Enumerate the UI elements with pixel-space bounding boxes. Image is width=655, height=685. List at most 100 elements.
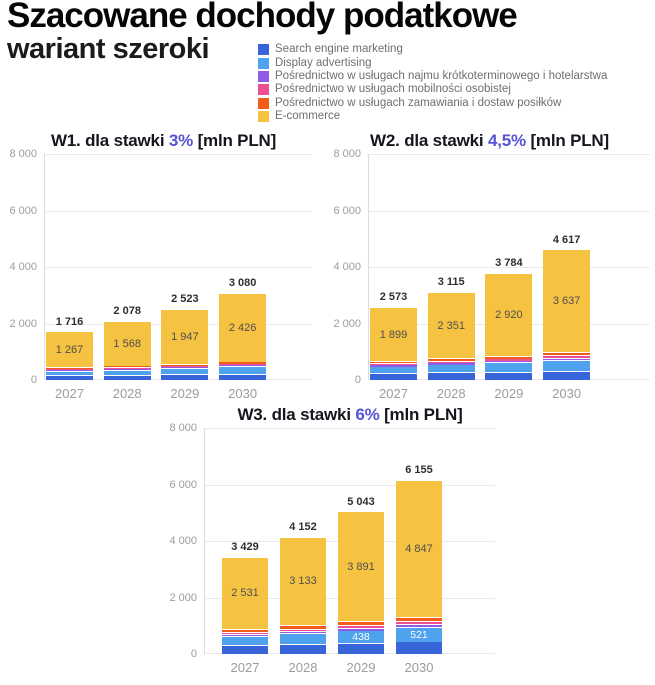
bar-segment	[338, 629, 384, 631]
bar-segment: 3 891	[338, 512, 384, 622]
bar-segment	[103, 366, 151, 368]
legend-swatch-icon	[258, 111, 269, 123]
bar-segment	[280, 632, 326, 634]
y-tick-label: 6 000	[9, 204, 37, 217]
bar-total-label: 4 152	[289, 520, 317, 533]
y-tick-label: 6 000	[169, 478, 197, 491]
chart-plot-area: 8 000 6 000 4 000 2 000 0 1 899 2 573 2027 2 351…	[324, 149, 655, 401]
x-tick-label: 2028	[288, 660, 318, 675]
y-tick-label: 0	[30, 374, 37, 386]
y-tick-label: 8 000	[9, 148, 37, 160]
legend-item-sem: Search engine marketing	[258, 43, 607, 56]
bar-total-label: 2 078	[113, 305, 141, 318]
segment-value-label: 1 267	[55, 343, 84, 356]
bar-segment: 2 426	[219, 293, 267, 362]
bar-segment	[161, 369, 209, 375]
chart-title: W3. dla stawki 6% [mln PLN]	[160, 404, 540, 428]
gridline	[205, 484, 495, 486]
legend-label: Pośrednictwo w usługach zamawiania i dos…	[275, 96, 562, 109]
bar-total-label: 2 573	[379, 291, 408, 304]
y-tick-label: 4 000	[333, 261, 361, 273]
bar-segment	[103, 370, 151, 375]
bar-segment	[219, 367, 267, 374]
chart-w2-stawka-4-5pct: W2. dla stawki 4,5% [mln PLN] 8 000 6 000 4…	[324, 130, 655, 401]
bar-segment: 521	[396, 627, 442, 642]
bar-segment: 1 899	[370, 308, 417, 361]
bar-segment	[370, 363, 417, 365]
bar-segment	[103, 368, 151, 370]
y-tick-label: 4 000	[169, 535, 197, 547]
page-title: Szacowane dochody podatkowe	[7, 0, 518, 35]
segment-value-label: 1 568	[113, 337, 141, 350]
bar-segment	[427, 373, 475, 380]
bar-segment	[485, 359, 533, 361]
bar-segment	[485, 356, 533, 359]
bar-segment: 3 133	[280, 537, 326, 626]
bar-segment	[161, 375, 209, 380]
bar-segment	[280, 626, 326, 629]
bar-segment	[46, 371, 93, 376]
plot: 2 531 3 429 2027 3 133 4 152 2028 438 3 891 5 04…	[204, 428, 495, 675]
bar-segment	[222, 632, 268, 635]
legend-label: Pośrednictwo w usługach najmu krótkoterm…	[275, 69, 608, 82]
page-subtitle: wariant szeroki	[7, 33, 210, 65]
legend-item-najem: Pośrednictwo w usługach najmu krótkoterm…	[258, 70, 607, 83]
segment-value-label: 3 133	[289, 575, 317, 588]
bar-segment	[222, 629, 268, 632]
bar-segment	[222, 634, 268, 637]
segment-value-label: 1 899	[379, 328, 408, 341]
x-tick-label: 2029	[346, 660, 376, 675]
bar-segment	[396, 622, 442, 625]
bar-total-label: 6 155	[405, 464, 433, 477]
bar-segment	[46, 376, 93, 380]
bar-segment	[46, 367, 93, 369]
bar-segment	[280, 629, 326, 632]
gridline	[45, 210, 312, 212]
bar-segment	[485, 361, 533, 363]
bar-segment	[219, 362, 267, 364]
chart-title: W1. dla stawki 3% [mln PLN]	[0, 130, 327, 154]
bar-segment	[103, 367, 151, 369]
bar-segment	[543, 358, 591, 360]
y-axis-labels: 8 000 6 000 4 000 2 000 0	[160, 423, 204, 660]
legend-label: Search engine marketing	[275, 43, 403, 56]
x-tick-label: 2028	[436, 386, 466, 401]
bar-segment	[222, 645, 268, 654]
chart-title-rate: 3%	[168, 131, 194, 150]
bar-segment	[485, 372, 533, 380]
y-tick-label: 2 000	[9, 317, 37, 330]
x-tick-label: 2028	[112, 386, 142, 401]
bar-segment	[46, 369, 93, 372]
y-tick-label: 0	[354, 374, 361, 386]
bar-segment	[370, 361, 417, 364]
bar-segment: 3 637	[543, 250, 591, 353]
bar-segment	[219, 374, 267, 380]
chart-title-suffix: [mln PLN]	[379, 405, 463, 424]
x-tick-label: 2029	[170, 386, 200, 401]
bar-segment	[161, 367, 209, 369]
bar-segment	[338, 622, 384, 626]
bar-segment	[219, 365, 267, 367]
plot: 1 267 1 716 2027 1 568 2 078 2028 1 947 2 523 20…	[44, 154, 312, 401]
bar-segment: 438	[338, 631, 384, 643]
chart-w1-stawka-3pct: W1. dla stawki 3% [mln PLN] 8 000 6 000 4 0…	[0, 130, 327, 401]
bar-segment	[280, 644, 326, 654]
chart-title-prefix: W1. dla stawki	[50, 131, 169, 150]
bar-total-label: 5 043	[347, 495, 375, 508]
bar-segment: 4 847	[396, 481, 442, 618]
legend-item-display: Display advertising	[258, 56, 607, 69]
y-tick-label: 4 000	[9, 261, 37, 273]
bar-segment	[222, 636, 268, 645]
legend-label: Pośrednictwo w usługach mobilności osobi…	[275, 83, 511, 96]
bar-segment: 1 267	[46, 332, 93, 368]
segment-value-label: 4 847	[405, 543, 433, 556]
bar-segment	[485, 363, 533, 372]
gridline	[369, 267, 650, 268]
chart-plot-area: 8 000 6 000 4 000 2 000 0 1 267 1 716 2027 1 568…	[0, 149, 327, 401]
bar-segment: 1 568	[103, 322, 151, 366]
x-tick-label: 2027	[55, 386, 84, 401]
legend-item-ecommerce: E-commerce	[258, 110, 607, 123]
y-tick-label: 8 000	[169, 422, 197, 434]
segment-value-label: 3 637	[552, 295, 581, 308]
